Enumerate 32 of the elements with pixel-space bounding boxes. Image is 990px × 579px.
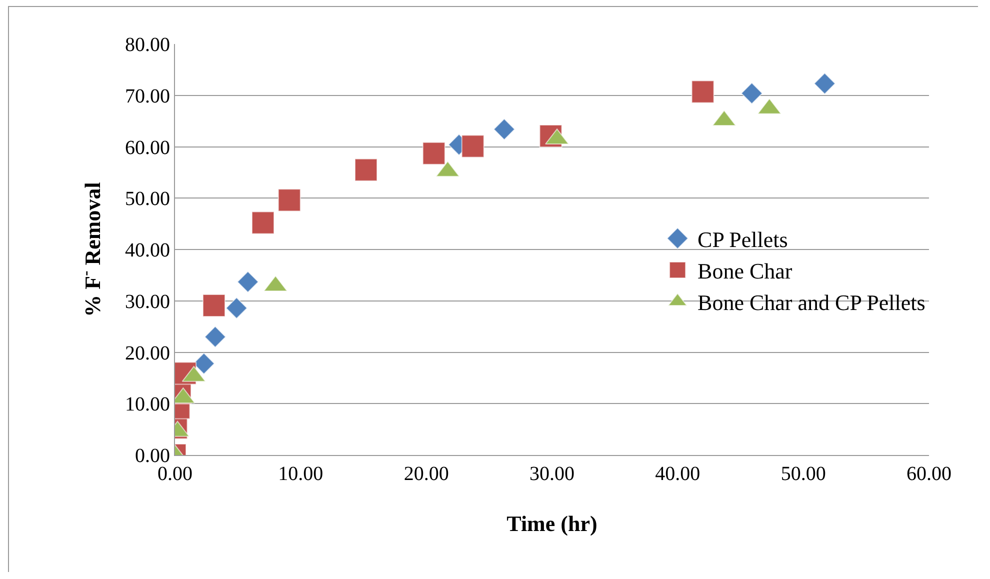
x-tick-label: 20.00 (404, 463, 449, 485)
x-tick-label: 40.00 (655, 463, 700, 485)
point (193, 352, 215, 374)
point (226, 297, 248, 319)
point (493, 118, 516, 140)
point (422, 142, 446, 165)
point (236, 270, 259, 293)
x-tick-label: 30.00 (530, 463, 574, 485)
point (461, 134, 484, 158)
point (202, 294, 226, 317)
y-tick-label: 50.00 (125, 188, 170, 210)
y-tick-label: 40.00 (125, 240, 170, 262)
legend-label: CP Pellets (698, 226, 788, 252)
y-tick-label: 80.00 (125, 34, 170, 56)
legend-label: Bone Char (698, 258, 793, 284)
x-tick-label: 50.00 (780, 463, 826, 485)
point (691, 80, 714, 104)
point (251, 211, 274, 234)
y-tick-label: 10.00 (125, 394, 170, 416)
y-tick-label: 20.00 (125, 342, 170, 364)
x-axis-title: Time (hr) (506, 511, 598, 536)
point (814, 72, 836, 94)
x-tick-label: 10.00 (278, 463, 324, 485)
point (740, 82, 763, 104)
point (278, 188, 301, 212)
x-tick-label: 60.00 (906, 463, 952, 485)
legend-label: Bone Char and CP Pellets (698, 290, 926, 316)
y-tick-label: 60.00 (125, 136, 170, 159)
y-tick-label: 30.00 (125, 290, 170, 313)
point (354, 158, 378, 182)
y-tick-label: 70.00 (125, 85, 170, 108)
point (204, 326, 226, 348)
